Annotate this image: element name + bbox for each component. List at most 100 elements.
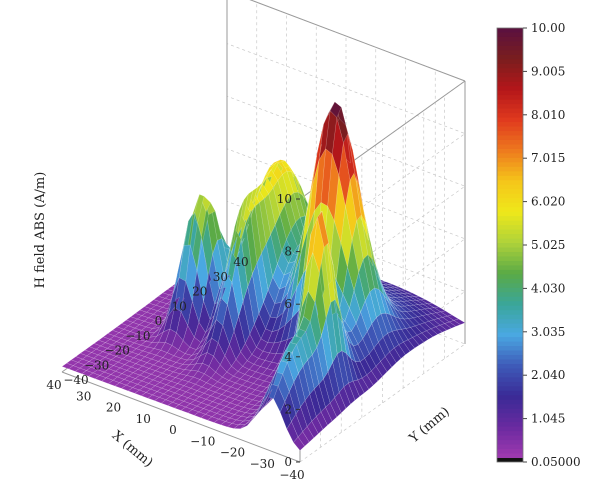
colorbar-band <box>497 453 523 459</box>
z-tick-label: 10 <box>277 192 292 206</box>
colorbar-band <box>497 395 523 401</box>
colorbar-band <box>497 328 523 334</box>
colorbar-band <box>497 153 523 159</box>
colorbar-band <box>497 381 523 387</box>
colorbar-band <box>497 314 523 320</box>
colorbar-band <box>497 265 523 271</box>
colorbar-band <box>497 305 523 311</box>
colorbar-band <box>497 399 523 405</box>
surface-patch <box>102 333 115 340</box>
colorbar-label: 8.010 <box>531 108 565 122</box>
colorbar-band <box>497 207 523 213</box>
colorbar-band <box>497 247 523 253</box>
colorbar-band <box>497 431 523 437</box>
colorbar-band <box>497 157 523 163</box>
colorbar-band <box>497 202 523 208</box>
z-tick-label: 6 <box>284 297 292 311</box>
y-tick-label: 30 <box>213 270 228 284</box>
surface-patch <box>93 339 106 347</box>
colorbar-band <box>497 422 523 428</box>
colorbar-band <box>497 337 523 343</box>
x-tick-label: −30 <box>250 457 275 471</box>
x-tick-label: 20 <box>106 401 121 415</box>
y-tick-label: −20 <box>105 344 130 358</box>
colorbar-band <box>497 32 523 38</box>
colorbar-band <box>497 198 523 204</box>
x-tick-label: −40 <box>279 468 304 482</box>
y-tick-label: 10 <box>171 299 186 313</box>
surface-patch <box>66 359 79 366</box>
colorbar-band <box>497 444 523 450</box>
z-tick-label: 2 <box>284 402 292 416</box>
x-tick-label: 40 <box>46 378 61 392</box>
colorbar-label: 7.015 <box>531 151 565 165</box>
colorbar-band <box>497 180 523 186</box>
colorbar-band <box>497 354 523 361</box>
colorbar-band <box>497 63 523 69</box>
colorbar-band <box>497 359 523 365</box>
colorbar-band <box>497 86 523 92</box>
z-axis-title: H field ABS (A/m) <box>33 172 48 289</box>
colorbar-band <box>497 139 523 146</box>
colorbar-band <box>497 296 523 302</box>
colorbar-band <box>497 72 523 78</box>
colorbar-band <box>497 283 523 289</box>
surface-patch <box>111 326 125 333</box>
colorbar-label: 4.030 <box>531 281 565 295</box>
surface-patch <box>148 299 161 306</box>
surface-patch <box>84 346 97 353</box>
colorbar-band <box>497 166 523 172</box>
x-tick-label: 30 <box>76 389 91 403</box>
surface-patch <box>116 323 129 330</box>
colorbar-band <box>497 36 523 43</box>
colorbar-band <box>497 131 523 137</box>
colorbar-label: 10.00 <box>531 21 565 35</box>
colorbar-band <box>497 417 523 423</box>
colorbar-min-band <box>497 458 523 462</box>
colorbar-band <box>497 440 523 446</box>
colorbar-band <box>497 346 523 352</box>
colorbar-band <box>497 408 523 414</box>
colorbar-band <box>497 41 523 47</box>
colorbar-band <box>497 216 523 222</box>
colorbar-band <box>497 386 523 392</box>
colorbar-band <box>497 171 523 177</box>
colorbar-band <box>497 377 523 383</box>
colorbar-band <box>497 256 523 262</box>
colorbar-band <box>497 319 523 325</box>
colorbar-band <box>497 426 523 432</box>
colorbar-band <box>497 449 523 455</box>
colorbar-band <box>497 332 523 338</box>
colorbar-band <box>497 260 523 266</box>
colorbar-band <box>497 50 523 56</box>
colorbar-band <box>497 104 523 110</box>
z-tick-label: 4 <box>284 350 292 364</box>
surface-patch <box>107 329 120 337</box>
colorbar: 10.00 9.005 8.010 7.015 6.020 5.025 4.030 3.035… <box>496 21 581 469</box>
colorbar-band <box>497 126 523 132</box>
y-tick-label: −40 <box>63 373 88 387</box>
colorbar-band <box>497 225 523 231</box>
colorbar-band <box>497 251 523 258</box>
colorbar-band <box>497 68 523 74</box>
colorbar-label: 5.025 <box>531 238 565 252</box>
colorbar-band <box>497 59 523 65</box>
y-tick-label: −30 <box>84 358 109 372</box>
colorbar-band <box>497 390 523 396</box>
colorbar-band <box>497 310 523 316</box>
x-tick-label: −20 <box>220 446 245 460</box>
colorbar-band <box>497 193 523 199</box>
colorbar-label: 0.05000 <box>531 455 581 469</box>
surface-patch <box>70 356 83 363</box>
colorbar-band <box>497 278 523 284</box>
colorbar-band <box>497 90 523 96</box>
colorbar-band <box>497 184 523 190</box>
colorbar-band <box>497 54 523 60</box>
colorbar-band <box>497 323 523 329</box>
x-tick-label: 10 <box>136 412 151 426</box>
colorbar-band <box>497 363 523 370</box>
colorbar-band <box>497 95 523 101</box>
colorbar-band <box>497 413 523 419</box>
